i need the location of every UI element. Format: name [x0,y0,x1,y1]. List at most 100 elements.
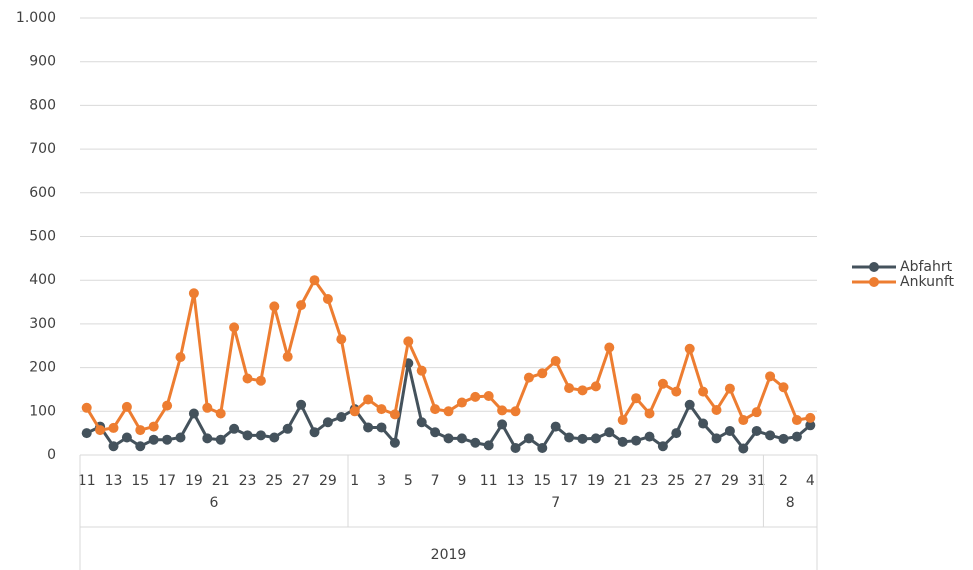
legend-label: Abfahrt [900,259,953,275]
series-marker [805,412,816,423]
series-marker [805,420,816,431]
series-marker [523,433,534,444]
series-marker [456,433,467,444]
x-tick-label: 17 [158,473,176,489]
y-tick-label: 200 [29,360,56,376]
series-marker [564,432,575,443]
series-marker [202,433,213,444]
x-tick-label: 25 [667,473,685,489]
series-marker [121,401,132,412]
x-tick-label: 23 [641,473,659,489]
x-tick-label: 9 [457,473,466,489]
series-marker [510,406,521,417]
series-marker [175,352,186,363]
series-marker [162,400,173,411]
series-marker [778,433,789,444]
series-marker [121,432,132,443]
x-tick-label: 19 [185,473,203,489]
series-marker [309,427,320,438]
series-marker [430,427,441,438]
series-marker [497,405,508,416]
series-marker [671,428,682,439]
y-tick-label: 800 [29,97,56,113]
series-marker [269,301,280,312]
series-marker [765,371,776,382]
series-marker [202,402,213,413]
series-marker [430,404,441,415]
series-marker [684,399,695,410]
series-marker [376,422,387,433]
series-marker [577,433,588,444]
series-marker [631,393,642,404]
series-marker [188,288,199,299]
x-tick-label: 7 [431,473,440,489]
y-tick-label: 0 [47,447,56,463]
x-tick-label: 27 [694,473,712,489]
y-tick-label: 700 [29,141,56,157]
series-marker [765,430,776,441]
series-marker [81,402,92,413]
series-marker [296,300,307,311]
series-marker [617,415,628,426]
series-marker [711,404,722,415]
x-tick-label: 13 [507,473,525,489]
series-marker [751,425,762,436]
series-marker [791,431,802,442]
x-tick-label: 4 [806,473,815,489]
series-marker [537,368,548,379]
y-tick-label: 600 [29,185,56,201]
series-marker [363,394,374,405]
series-marker [617,436,628,447]
series-marker [255,430,266,441]
x-tick-label: 15 [533,473,551,489]
legend-marker [869,262,879,272]
x-tick-label: 29 [721,473,739,489]
series-marker [644,408,655,419]
series-marker [604,342,615,353]
series-marker [135,441,146,452]
series-marker [791,415,802,426]
legend-label: Ankunft [900,274,955,290]
series-marker [483,391,494,402]
series-marker [510,443,521,454]
series-marker [778,382,789,393]
series-marker [242,373,253,384]
series-marker [644,431,655,442]
series-marker [724,383,735,394]
series-marker [550,356,561,367]
y-tick-label: 1.000 [16,10,56,26]
series-marker [698,386,709,397]
series-marker [309,275,320,286]
year-label: 2019 [431,547,467,563]
series-marker [738,415,749,426]
series-marker [711,433,722,444]
series-marker [537,443,548,454]
x-tick-label: 17 [560,473,578,489]
series-marker [269,432,280,443]
series-marker [416,365,427,376]
y-tick-label: 300 [29,316,56,332]
series-marker [456,397,467,408]
series-marker [95,425,106,436]
y-tick-label: 500 [29,229,56,245]
series-marker [590,433,601,444]
series-marker [376,404,387,415]
x-tick-label: 21 [212,473,230,489]
series-marker [590,381,601,392]
series-marker [349,406,360,417]
x-tick-label: 19 [587,473,605,489]
series-marker [657,441,668,452]
series-marker [282,423,293,434]
x-tick-label: 25 [265,473,283,489]
series-marker [81,428,92,439]
series-marker [148,434,159,445]
series-marker [497,419,508,430]
month-label: 8 [786,495,795,511]
series-marker [564,383,575,394]
x-tick-label: 21 [614,473,632,489]
series-marker [389,437,400,448]
series-marker [631,435,642,446]
series-marker [724,425,735,436]
series-marker [657,378,668,389]
